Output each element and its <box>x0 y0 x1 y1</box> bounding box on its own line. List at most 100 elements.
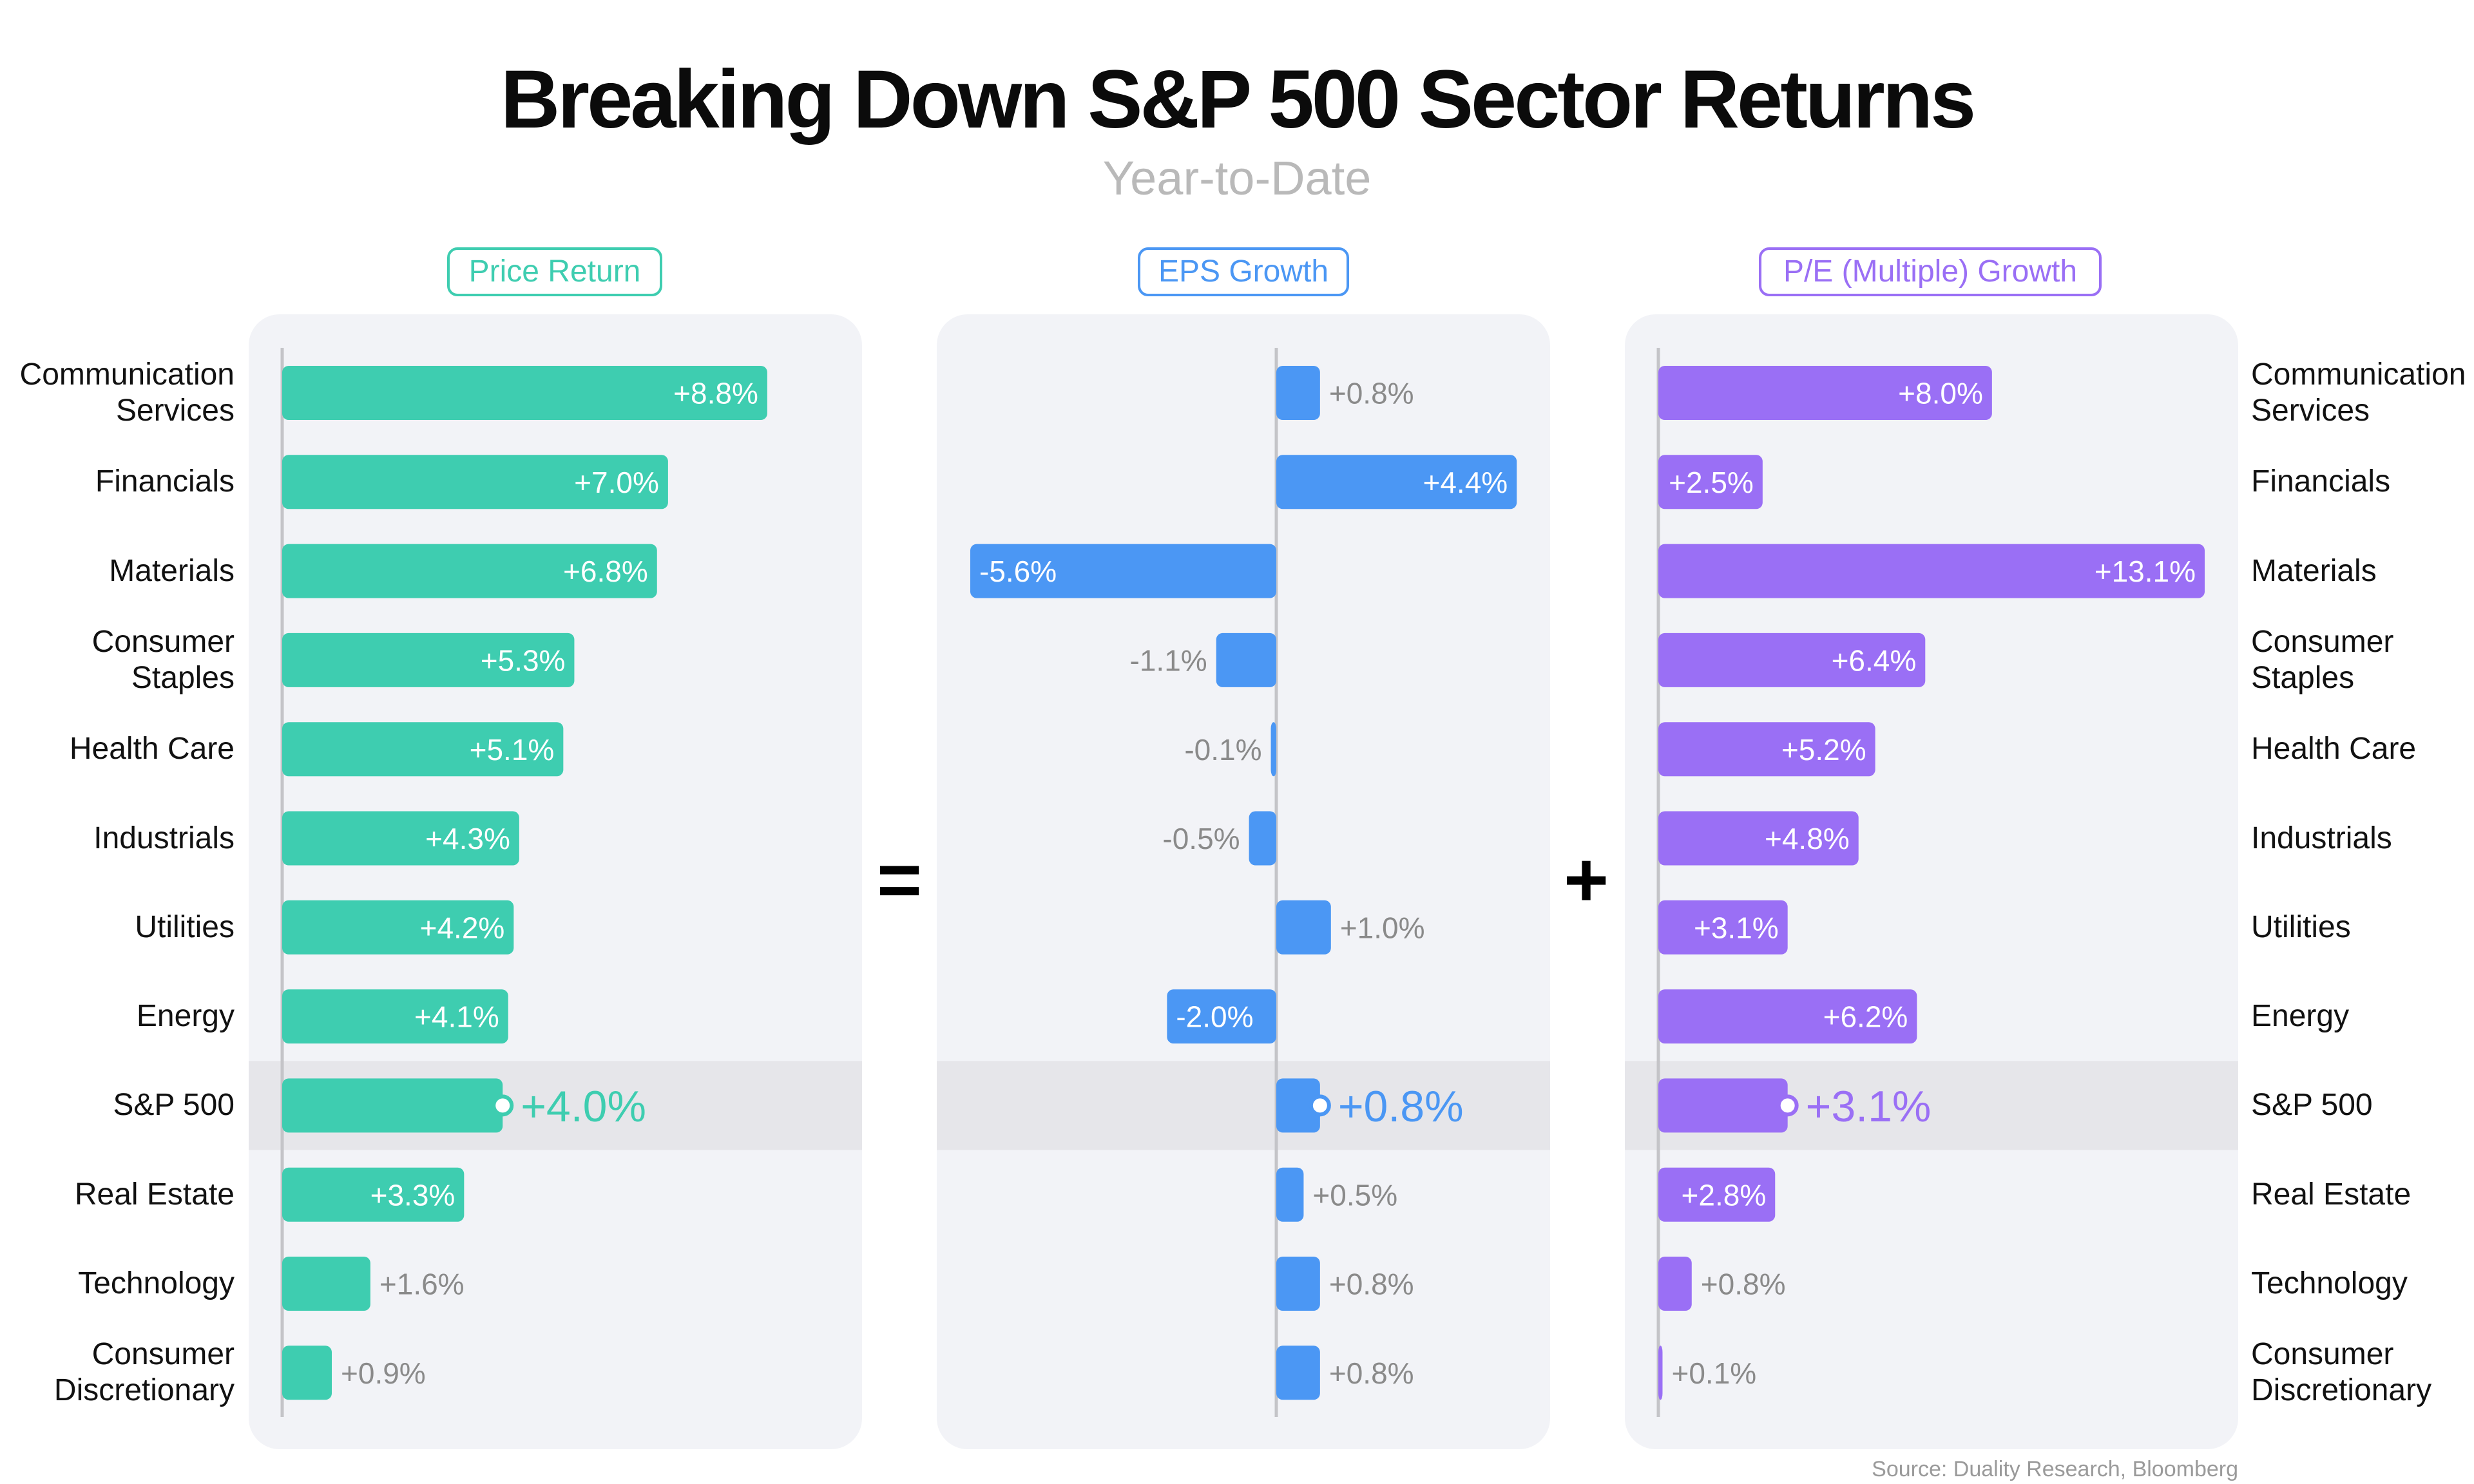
category-label-right-technology: Technology <box>2251 1266 2408 1300</box>
data-label-eps-growth-consumer-staples: -1.1% <box>1130 643 1207 677</box>
data-label-price-return-financials: +7.0% <box>574 466 659 499</box>
bar-eps-growth-energy <box>1167 989 1276 1044</box>
data-label-eps-growth-communication-services: +0.8% <box>1329 377 1414 410</box>
data-label-price-return-consumer-discretionary: +0.9% <box>341 1356 426 1390</box>
bar-price-return-communication-services <box>282 366 767 420</box>
bar-pe-growth-consumer-staples <box>1658 633 1926 687</box>
category-label-right-financials: Financials <box>2251 464 2391 499</box>
category-label-left-real-estate: Real Estate <box>74 1177 235 1212</box>
bar-eps-growth-utilities <box>1276 900 1331 955</box>
bar-pe-growth-real-estate <box>1658 1167 1776 1222</box>
bar-pe-growth-utilities <box>1658 900 1788 955</box>
category-label-left-communication-services: Communication Services <box>19 357 235 428</box>
data-label-price-return-consumer-staples: +5.3% <box>481 643 566 677</box>
bar-eps-growth-materials <box>970 544 1276 598</box>
category-label-left-technology: Technology <box>78 1266 235 1300</box>
bar-pe-growth-energy <box>1658 989 1917 1044</box>
endpoint-marker-price-return <box>492 1094 514 1117</box>
bar-eps-growth-health-care <box>1271 722 1276 777</box>
panel-title-pe-growth: P/E (Multiple) Growth <box>1759 247 2102 296</box>
data-label-price-return-industrials: +4.3% <box>425 822 510 855</box>
category-label-left-financials: Financials <box>95 464 235 499</box>
bar-price-return-energy <box>282 989 508 1044</box>
data-label-eps-growth-sandp-500: +0.8% <box>1338 1082 1464 1131</box>
data-label-pe-growth-utilities: +3.1% <box>1694 911 1779 944</box>
data-label-price-return-energy: +4.1% <box>414 1000 499 1034</box>
data-label-eps-growth-materials: -5.6% <box>979 555 1057 588</box>
category-label-right-health-care: Health Care <box>2251 732 2417 766</box>
data-label-pe-growth-materials: +13.1% <box>2095 555 2196 588</box>
data-label-price-return-technology: +1.6% <box>379 1268 465 1301</box>
data-label-pe-growth-health-care: +5.2% <box>1781 733 1866 766</box>
category-label-left-sandp-500: S&P 500 <box>113 1088 235 1123</box>
bar-price-return-consumer-discretionary <box>282 1346 332 1400</box>
data-label-pe-growth-technology: +0.8% <box>1701 1268 1786 1301</box>
data-label-eps-growth-industrials: -0.5% <box>1162 822 1240 855</box>
category-label-right-sandp-500: S&P 500 <box>2251 1088 2373 1123</box>
data-label-pe-growth-sandp-500: +3.1% <box>1806 1082 1932 1131</box>
bar-pe-growth-communication-services <box>1658 366 1992 420</box>
data-label-price-return-health-care: +5.1% <box>470 733 555 766</box>
bar-price-return-health-care <box>282 722 564 777</box>
bar-pe-growth-consumer-discretionary <box>1658 1346 1663 1400</box>
data-label-pe-growth-energy: +6.2% <box>1823 1000 1908 1034</box>
bar-price-return-sandp-500 <box>282 1078 503 1133</box>
data-label-price-return-utilities: +4.2% <box>420 911 505 944</box>
data-label-pe-growth-real-estate: +2.8% <box>1682 1178 1767 1212</box>
category-label-right-energy: Energy <box>2251 999 2350 1034</box>
panel-title-price-return: Price Return <box>447 247 662 296</box>
bar-pe-growth-technology <box>1658 1257 1692 1311</box>
bar-eps-growth-financials <box>1276 455 1517 509</box>
bar-eps-growth-consumer-discretionary <box>1276 1346 1320 1400</box>
bar-pe-growth-materials <box>1658 544 2205 598</box>
data-label-pe-growth-consumer-staples: +6.4% <box>1832 643 1917 677</box>
data-label-pe-growth-financials: +2.5% <box>1669 466 1754 499</box>
data-label-eps-growth-technology: +0.8% <box>1329 1268 1414 1301</box>
bar-eps-growth-technology <box>1276 1257 1320 1311</box>
data-label-eps-growth-health-care: -0.1% <box>1184 733 1261 766</box>
data-label-price-return-sandp-500: +4.0% <box>521 1082 646 1131</box>
bar-eps-growth-industrials <box>1249 811 1276 866</box>
bar-eps-growth-real-estate <box>1276 1167 1304 1222</box>
category-label-right-real-estate: Real Estate <box>2251 1177 2412 1212</box>
data-label-price-return-real-estate: +3.3% <box>370 1178 455 1212</box>
plus-sign: + <box>1563 837 1609 923</box>
bar-pe-growth-industrials <box>1658 811 1859 866</box>
category-label-right-consumer-discretionary: Consumer Discretionary <box>2251 1337 2432 1408</box>
equals-sign: = <box>876 837 923 923</box>
data-label-eps-growth-utilities: +1.0% <box>1340 911 1425 944</box>
bar-eps-growth-sandp-500 <box>1276 1078 1320 1133</box>
highlight-band-eps-growth <box>937 1061 1550 1150</box>
data-label-pe-growth-industrials: +4.8% <box>1765 822 1850 855</box>
category-label-right-utilities: Utilities <box>2251 909 2351 944</box>
bar-pe-growth-sandp-500 <box>1658 1078 1788 1133</box>
data-label-pe-growth-consumer-discretionary: +0.1% <box>1671 1356 1756 1390</box>
category-label-left-consumer-staples: Consumer Staples <box>91 624 235 695</box>
chart-title: Breaking Down S&P 500 Sector Returns <box>500 53 1976 146</box>
data-label-eps-growth-energy: -2.0% <box>1176 1000 1253 1034</box>
bar-pe-growth-financials <box>1658 455 1763 509</box>
category-label-left-health-care: Health Care <box>69 732 235 766</box>
category-label-left-consumer-discretionary: Consumer Discretionary <box>53 1337 235 1408</box>
endpoint-marker-pe-growth <box>1776 1094 1799 1117</box>
bar-price-return-materials <box>282 544 657 598</box>
bar-pe-growth-health-care <box>1658 722 1875 777</box>
bar-price-return-technology <box>282 1257 370 1311</box>
bar-eps-growth-consumer-staples <box>1216 633 1276 687</box>
chart-subtitle: Year-to-Date <box>1102 151 1372 205</box>
bar-price-return-industrials <box>282 811 519 866</box>
category-label-left-materials: Materials <box>109 553 235 588</box>
bar-price-return-consumer-staples <box>282 633 575 687</box>
data-label-price-return-communication-services: +8.8% <box>673 377 758 410</box>
category-label-left-utilities: Utilities <box>135 909 235 944</box>
bar-price-return-utilities <box>282 900 514 955</box>
bar-eps-growth-communication-services <box>1276 366 1320 420</box>
data-label-eps-growth-real-estate: +0.5% <box>1312 1178 1397 1212</box>
panel-title-eps-growth: EPS Growth <box>1138 247 1349 296</box>
category-label-right-consumer-staples: Consumer Staples <box>2251 624 2394 695</box>
endpoint-marker-eps-growth <box>1309 1094 1331 1117</box>
data-label-pe-growth-communication-services: +8.0% <box>1898 377 1983 410</box>
category-label-right-materials: Materials <box>2251 553 2377 588</box>
category-label-right-industrials: Industrials <box>2251 821 2392 855</box>
